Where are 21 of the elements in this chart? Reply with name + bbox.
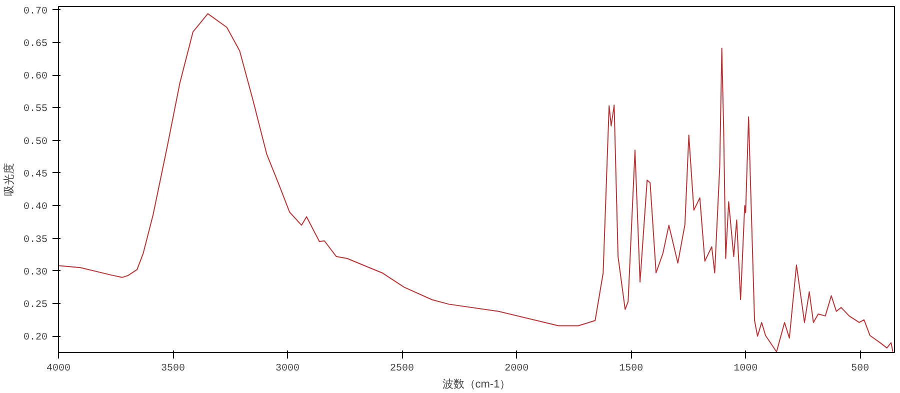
y-tick-label: 0.35 xyxy=(23,234,48,246)
x-tick-label: 1000 xyxy=(734,364,758,374)
x-tick-label: 4000 xyxy=(46,364,71,374)
y-tick-label: 0.30 xyxy=(23,267,48,278)
y-tick-label: 0.45 xyxy=(23,169,48,180)
y-tick-label: 0.20 xyxy=(23,332,48,344)
x-tick-label: 1500 xyxy=(619,364,644,374)
x-tick-label: 2500 xyxy=(390,364,414,374)
x-tick-label: 3500 xyxy=(161,364,186,374)
x-tick-label: 500 xyxy=(851,364,870,374)
y-tick-label: 0.70 xyxy=(23,6,48,18)
x-axis-title: 波数（cm-1） xyxy=(442,378,511,390)
y-tick-label: 0.40 xyxy=(23,202,48,214)
y-axis-title: 吸光度 xyxy=(2,163,16,196)
y-tick-label: 0.60 xyxy=(23,72,48,83)
x-tick-label: 2000 xyxy=(504,364,529,374)
x-tick-label: 3000 xyxy=(276,364,300,374)
y-tick-label: 0.50 xyxy=(23,136,48,148)
y-tick-label: 0.55 xyxy=(23,104,48,116)
y-tick-label: 0.65 xyxy=(23,38,48,50)
y-tick-label: 0.25 xyxy=(23,300,48,312)
